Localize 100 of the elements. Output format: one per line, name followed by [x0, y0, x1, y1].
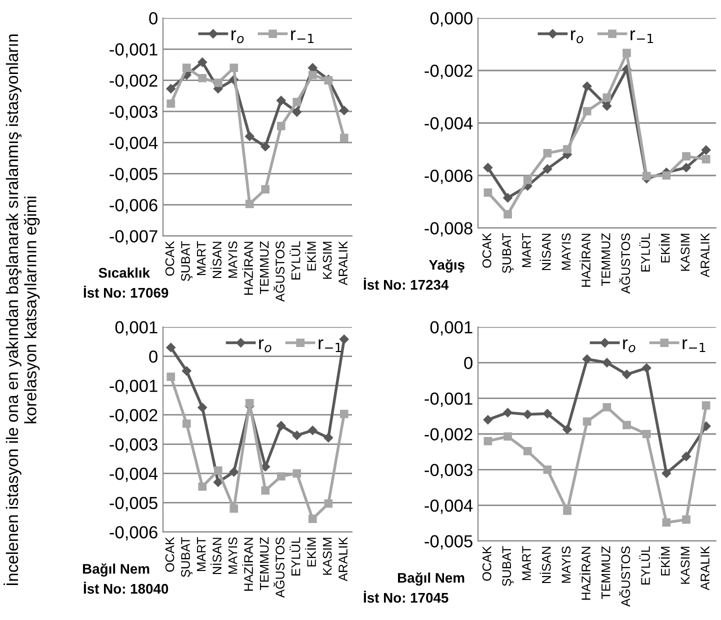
legend-label: r$_{−1}$	[318, 339, 342, 352]
point	[292, 107, 302, 117]
x-tick-label: KASIM	[322, 242, 332, 279]
y-tick-label: -0,005	[110, 496, 158, 512]
x-tick-label: HAZİRAN	[580, 234, 590, 287]
point	[662, 468, 672, 478]
point	[230, 64, 238, 72]
legend-label: r$_{−1}$	[682, 339, 706, 352]
legend-label: r$_{−1}$	[291, 30, 314, 44]
y-tick-label: -0,006	[424, 170, 472, 184]
text: İst No: 18040	[84, 582, 168, 594]
point	[602, 93, 612, 102]
x-tick-label: ŞUBAT	[502, 233, 514, 274]
point	[682, 152, 690, 161]
y-tick-label: -0,002	[424, 64, 472, 80]
text: Bağıl Nem	[83, 563, 150, 577]
point	[214, 78, 222, 87]
x-tick-label: AĞUSTOS	[274, 241, 284, 302]
point	[543, 466, 552, 474]
point	[563, 506, 572, 515]
point	[245, 132, 254, 141]
x-tick-label: TEMMUZ	[260, 241, 269, 294]
y-tick-label: -0,001	[424, 392, 472, 407]
point	[642, 172, 651, 180]
x-tick-label: HAZİRAN	[580, 546, 590, 600]
legend-label: r$_{o}$	[623, 339, 636, 352]
y-tick-label: -0,003	[110, 106, 158, 120]
point	[166, 372, 176, 381]
y-tick-label: -0,004	[110, 136, 158, 152]
point	[662, 518, 671, 527]
x-tick-label: EKİM	[305, 538, 316, 566]
x-tick-label: ARALIK	[700, 233, 710, 278]
point	[563, 145, 572, 154]
y-tick-label: -0,007	[110, 230, 158, 245]
x-tick-label: NİSAN	[210, 538, 222, 574]
y-tick-label: -0,008	[424, 222, 472, 237]
y-tick-label: 0	[149, 350, 158, 363]
text: İst No: 17069	[84, 286, 168, 298]
point	[622, 48, 631, 58]
y-tick-label: -0,003	[110, 438, 158, 453]
point	[701, 145, 711, 155]
x-tick-label: ARALIK	[338, 241, 348, 286]
point	[662, 171, 671, 180]
point	[198, 58, 207, 67]
point	[542, 164, 552, 174]
point	[324, 499, 333, 508]
x-tick-label: OCAK	[165, 537, 174, 572]
y-tick-label: 0,000	[430, 12, 472, 27]
point	[340, 334, 349, 344]
x-tick-label: HAZİRAN	[242, 242, 253, 295]
x-tick-label: EKİM	[305, 242, 316, 270]
point	[198, 482, 207, 491]
point	[582, 354, 592, 364]
y-tick-label: -0,002	[424, 428, 472, 443]
y-tick-label: -0,004	[424, 500, 473, 514]
x-tick-label: EYLÜL	[639, 233, 650, 272]
point	[166, 84, 176, 94]
point	[522, 410, 532, 420]
x-tick-label: MART	[522, 233, 531, 268]
point	[276, 122, 286, 130]
x-tick-label: MAYIS	[228, 537, 238, 574]
x-tick-label: ARALIK	[338, 537, 348, 582]
point	[340, 134, 348, 142]
y-tick-label: 0	[149, 12, 158, 24]
point	[260, 142, 270, 152]
x-tick-label: ARALIK	[700, 546, 710, 590]
y-tick-label: -0,003	[424, 464, 472, 478]
y-tick-label: -0,004	[424, 117, 473, 132]
y-tick-label: -0,001	[110, 43, 158, 58]
point	[642, 430, 651, 438]
point	[622, 370, 632, 380]
text: İst No: 17045	[364, 590, 448, 603]
y-tick-label: 0,001	[430, 321, 472, 336]
x-tick-label: ŞUBAT	[181, 241, 192, 282]
point	[292, 98, 302, 106]
point	[642, 363, 652, 373]
point	[483, 415, 493, 424]
x-tick-label: AĞUSTOS	[619, 233, 630, 294]
y-tick-label: 0,001	[115, 321, 158, 336]
point	[543, 149, 552, 158]
point	[214, 478, 223, 487]
point	[292, 430, 302, 440]
y-tick-label: -0,002	[110, 74, 158, 89]
point	[276, 472, 286, 481]
point	[324, 433, 333, 442]
x-tick-label: MART	[522, 546, 531, 580]
point	[198, 74, 207, 82]
point	[504, 432, 512, 441]
x-tick-label: EKİM	[658, 234, 670, 262]
point	[582, 107, 592, 116]
x-tick-label: KASIM	[680, 234, 690, 271]
text: Bağıl Nem	[398, 572, 464, 586]
point	[166, 342, 176, 352]
point	[483, 163, 493, 172]
point	[682, 452, 691, 462]
point	[182, 64, 191, 72]
point	[682, 163, 691, 172]
point	[166, 99, 176, 108]
x-tick-label: NİSAN	[540, 546, 551, 584]
point	[562, 424, 572, 434]
